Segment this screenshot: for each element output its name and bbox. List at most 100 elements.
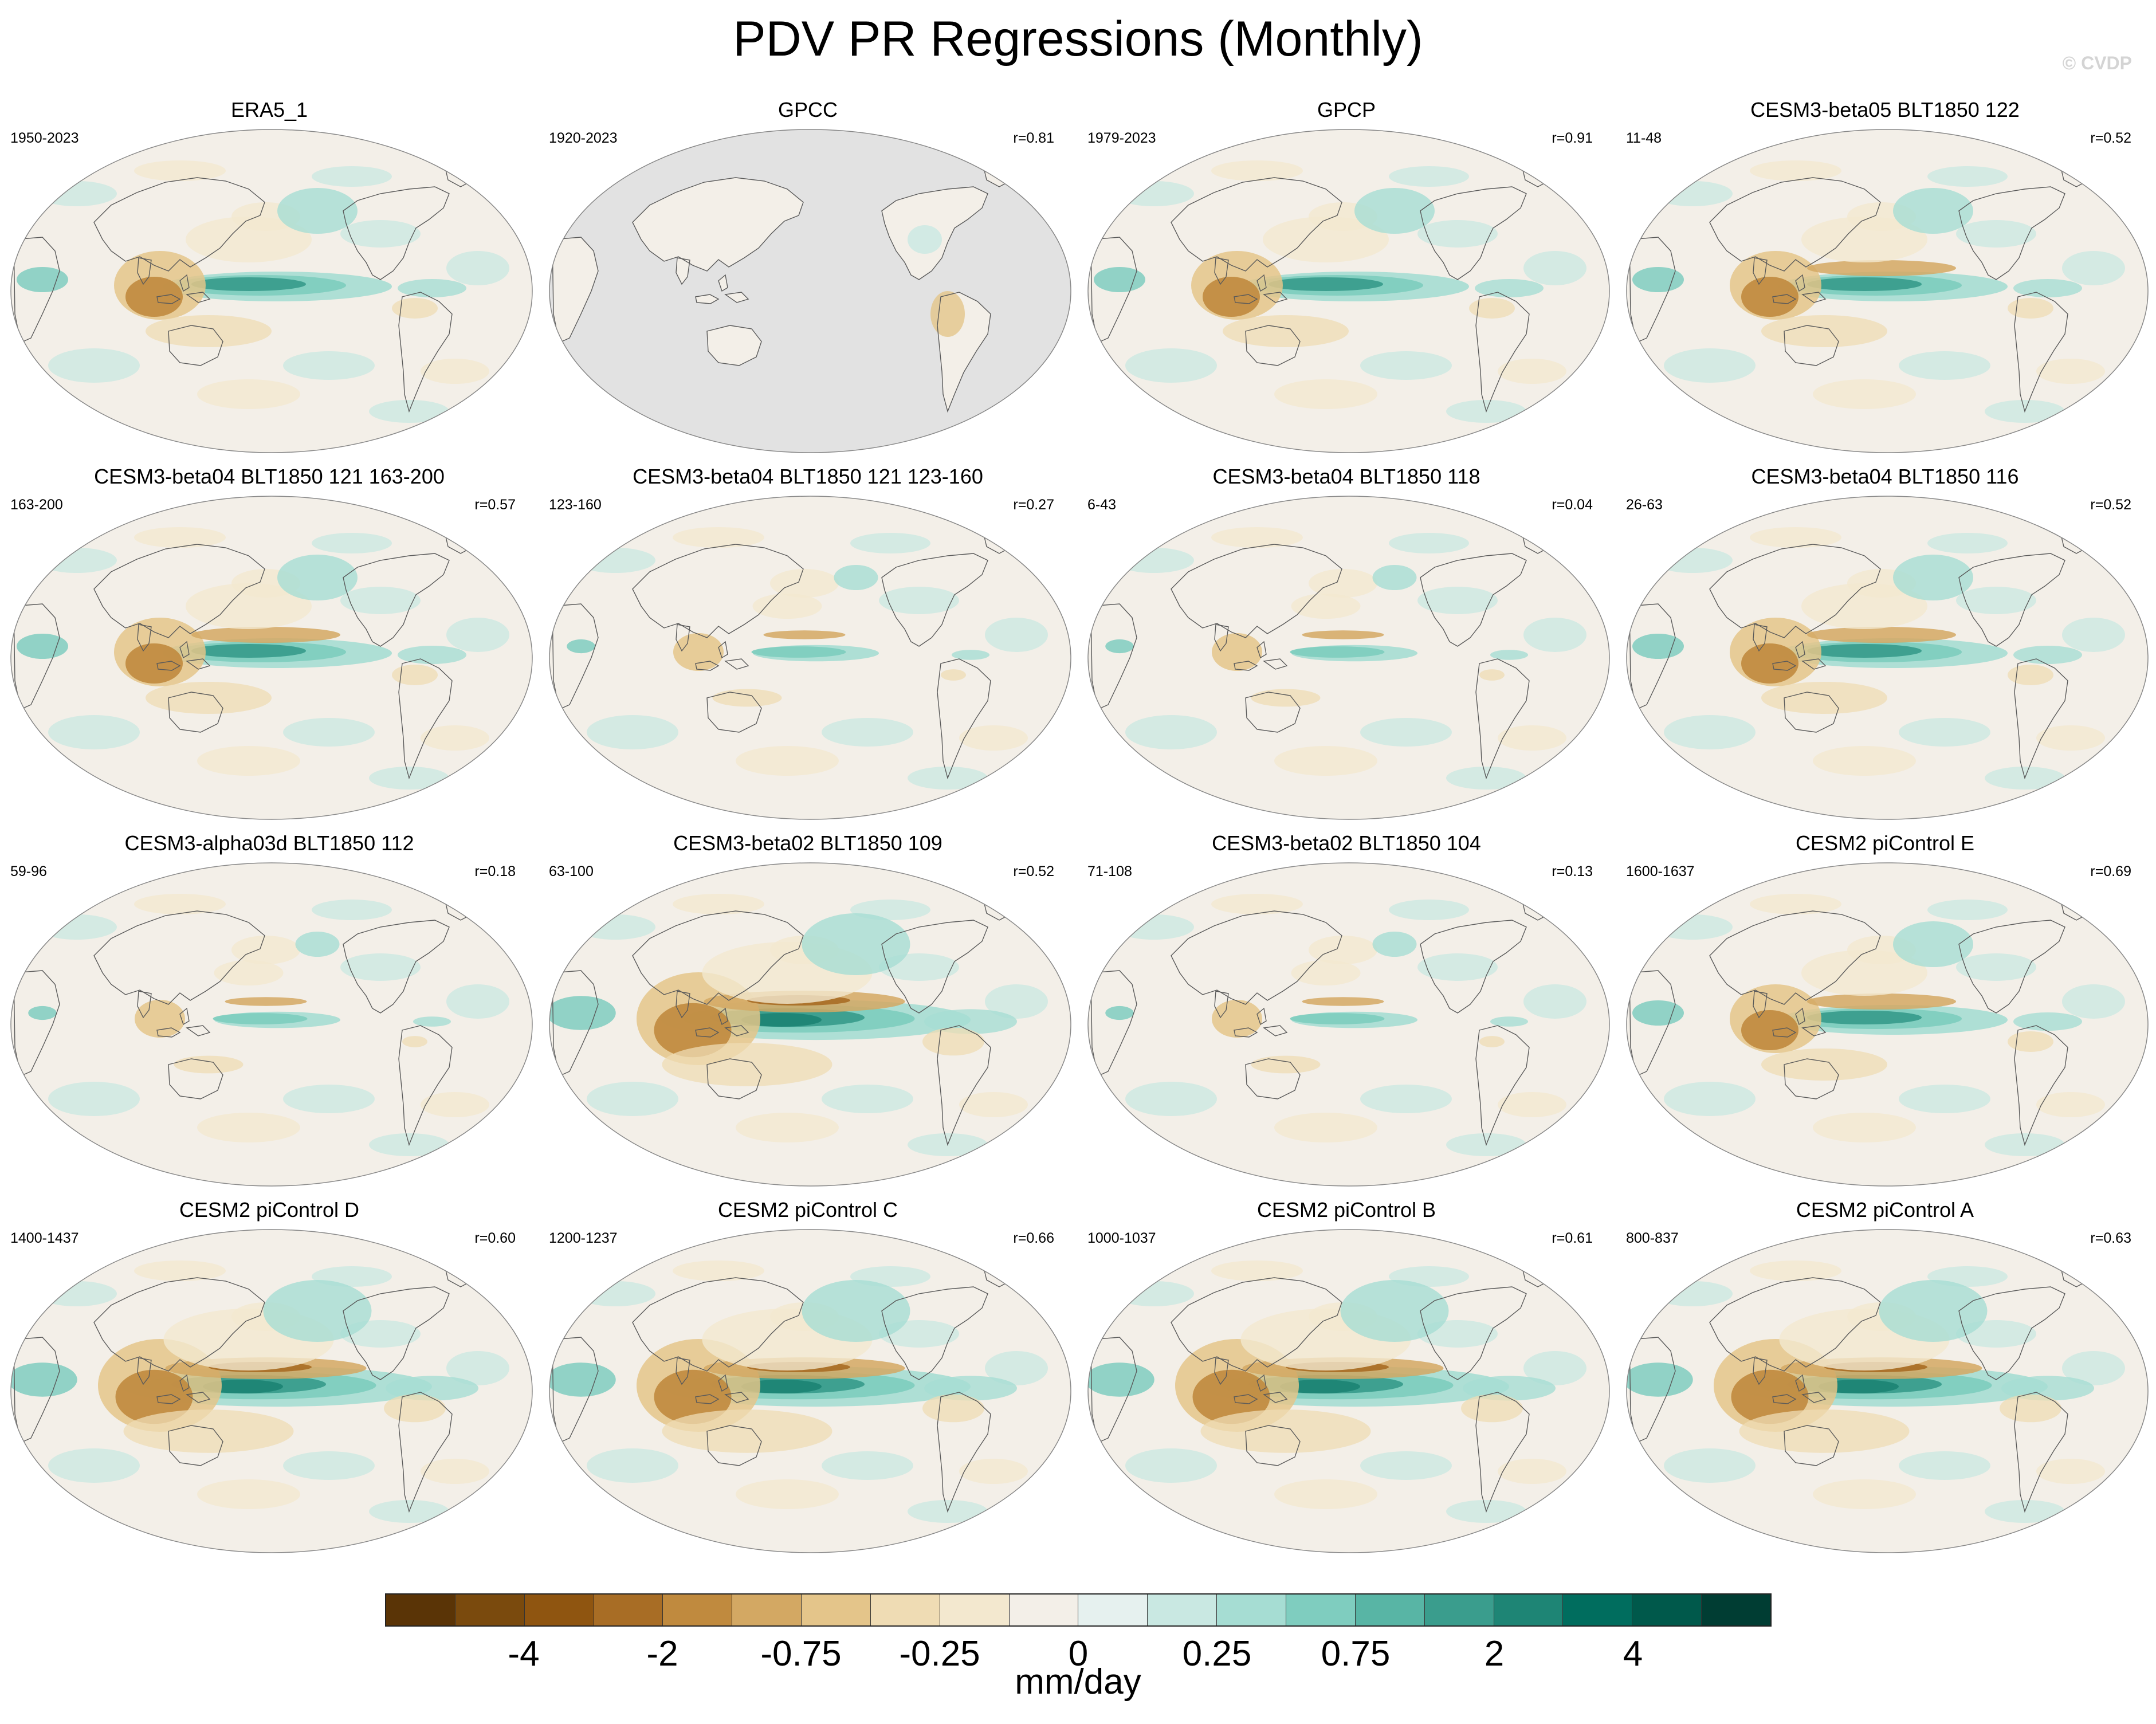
coastline bbox=[724, 292, 749, 303]
anomaly-patch bbox=[1105, 639, 1134, 654]
coastline bbox=[1795, 1007, 1805, 1026]
anomaly-patch bbox=[1274, 1113, 1377, 1142]
panel-title: GPCP bbox=[1317, 98, 1376, 121]
anomaly-field bbox=[549, 889, 1048, 1156]
coastline bbox=[1958, 186, 2065, 280]
coastline bbox=[1256, 274, 1267, 292]
panel-period: 59-96 bbox=[10, 863, 47, 879]
coastline bbox=[1784, 325, 1839, 366]
colorbar-cell bbox=[1078, 1595, 1148, 1625]
colorbar-cell bbox=[1563, 1595, 1633, 1625]
coastline bbox=[398, 658, 453, 780]
anomaly-patch bbox=[446, 618, 509, 652]
robinson-map bbox=[1626, 862, 2149, 1187]
anomaly-patch bbox=[1632, 634, 1684, 659]
anomaly-field bbox=[13, 889, 509, 1156]
coastline bbox=[1234, 1027, 1258, 1038]
panel-correlation: r=0.57 bbox=[474, 497, 516, 513]
panel-title: CESM3-beta04 BLT1850 121 163-200 bbox=[94, 465, 445, 488]
coastline bbox=[706, 1425, 762, 1466]
map-panel: CESM3-beta04 BLT1850 116 26-63 r=0.52 bbox=[1616, 464, 2154, 831]
anomaly-patch bbox=[985, 984, 1048, 1019]
coastline bbox=[343, 186, 450, 280]
anomaly-patch bbox=[1761, 315, 1887, 347]
anomaly-patch bbox=[1807, 993, 1956, 1010]
coastline bbox=[93, 177, 265, 272]
anomaly-patch bbox=[125, 643, 183, 684]
anomaly-patch bbox=[1893, 188, 1973, 234]
coastline bbox=[706, 692, 762, 733]
anomaly-field bbox=[552, 523, 1048, 790]
anomaly-patch bbox=[2008, 298, 2053, 319]
coastline bbox=[1772, 1027, 1797, 1038]
panel-correlation: r=0.52 bbox=[1013, 863, 1054, 879]
coastline bbox=[1171, 177, 1342, 272]
colorbar: -4 -2 -0.75 -0.25 0 0.25 0.75 2 4 bbox=[385, 1593, 1772, 1674]
map-panel: CESM2 piControl E 1600-1637 r=0.69 bbox=[1616, 831, 2154, 1197]
panel-correlation: r=0.13 bbox=[1552, 863, 1593, 879]
panel-title: CESM2 piControl E bbox=[1795, 831, 1975, 855]
anomaly-patch bbox=[654, 1003, 732, 1058]
land-fill bbox=[707, 325, 761, 366]
coastline bbox=[1475, 658, 1530, 780]
anomaly-patch bbox=[197, 1113, 300, 1142]
anomaly-patch bbox=[135, 1000, 185, 1038]
anomaly-patch bbox=[340, 220, 421, 248]
anomaly-patch bbox=[763, 630, 846, 639]
anomaly-patch bbox=[922, 1394, 984, 1423]
anomaly-patch bbox=[1469, 298, 1515, 319]
anomaly-patch bbox=[146, 682, 272, 714]
map-panel: CESM3-beta04 BLT1850 121 123-160 123-160 r… bbox=[539, 464, 1077, 831]
anomaly-patch bbox=[1652, 181, 1733, 206]
anomaly-patch bbox=[802, 913, 910, 975]
coastline bbox=[398, 1392, 453, 1513]
anomaly-patch bbox=[1899, 351, 1990, 380]
anomaly-patch bbox=[392, 665, 438, 685]
coastline bbox=[1234, 1394, 1258, 1404]
robinson-map bbox=[1087, 1229, 1610, 1553]
anomaly-patch bbox=[959, 725, 1028, 751]
panel-title: CESM3-beta02 BLT1850 109 bbox=[673, 831, 942, 855]
anomaly-patch bbox=[834, 565, 878, 590]
coastline bbox=[718, 1007, 728, 1026]
anomaly-patch bbox=[549, 996, 616, 1030]
colorbar-tick-label: 0.25 bbox=[1182, 1634, 1252, 1674]
map-border bbox=[1626, 862, 2149, 1187]
anomaly-patch bbox=[197, 379, 300, 409]
panel-correlation: r=0.66 bbox=[1013, 1230, 1054, 1246]
anomaly-patch bbox=[752, 594, 822, 619]
coastline bbox=[724, 1025, 749, 1036]
anomaly-patch bbox=[1739, 1409, 1910, 1453]
panel-period: 800-837 bbox=[1626, 1230, 1679, 1246]
map-panel: CESM2 piControl C 1200-1237 r=0.66 bbox=[539, 1197, 1077, 1564]
anomaly-patch bbox=[1192, 1369, 1270, 1424]
anomaly-patch bbox=[822, 1085, 913, 1113]
anomaly-patch bbox=[1652, 914, 1733, 940]
map-border bbox=[10, 862, 533, 1187]
coastline bbox=[1801, 292, 1827, 303]
coastline bbox=[1753, 991, 1768, 1019]
anomaly-patch bbox=[1807, 1011, 1922, 1024]
coastline bbox=[632, 1277, 804, 1372]
anomaly-patch bbox=[1899, 1085, 1990, 1113]
anomaly-patch bbox=[922, 1027, 984, 1056]
anomaly-patch bbox=[1212, 633, 1262, 671]
anomaly-patch bbox=[186, 583, 312, 629]
coastline bbox=[93, 1277, 265, 1372]
anomaly-patch bbox=[17, 634, 68, 659]
anomaly-patch bbox=[1893, 921, 1973, 967]
anomaly-patch bbox=[446, 251, 509, 285]
coastline bbox=[156, 1027, 181, 1038]
panel-title: CESM2 piControl A bbox=[1796, 1198, 1974, 1222]
colorbar-cell bbox=[1148, 1595, 1218, 1625]
anomaly-patch bbox=[1290, 646, 1385, 658]
anomaly-patch bbox=[575, 1281, 655, 1306]
land-fill bbox=[633, 178, 803, 271]
anomaly-patch bbox=[1632, 1000, 1684, 1026]
robinson-map bbox=[10, 129, 533, 453]
anomaly-patch bbox=[1389, 166, 1469, 187]
anomaly-patch bbox=[1200, 1409, 1371, 1453]
colorbar-tick-label: -0.25 bbox=[899, 1634, 980, 1674]
map-panel: CESM3-beta05 BLT1850 122 11-48 r=0.52 bbox=[1616, 97, 2154, 464]
anomaly-patch bbox=[1340, 1280, 1449, 1342]
